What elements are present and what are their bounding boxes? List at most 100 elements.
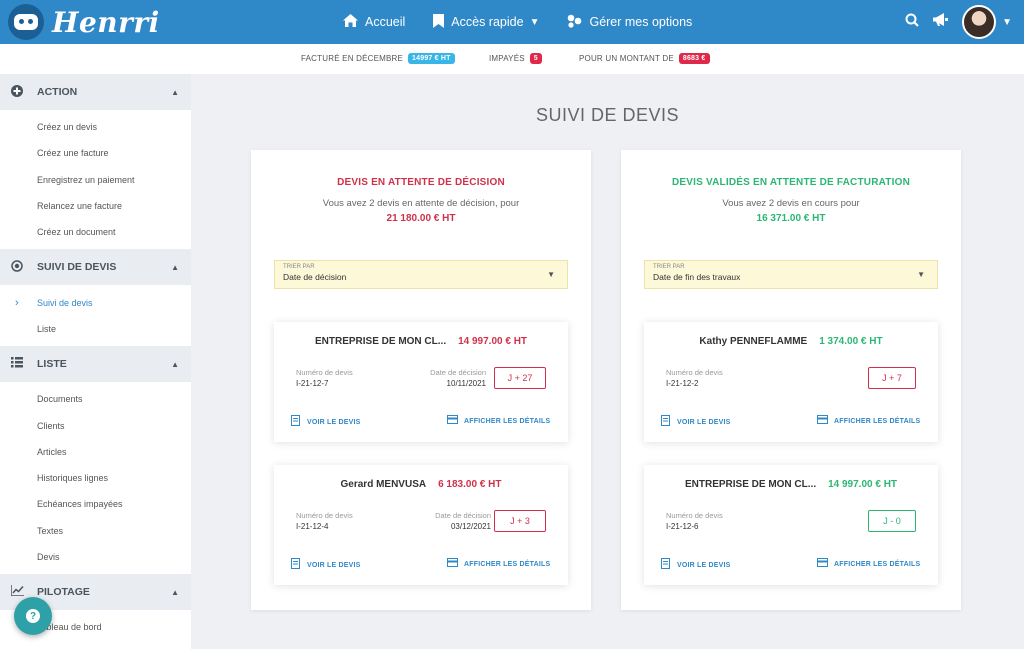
sidebar-item-history-lines[interactable]: Historiques lignes [0, 465, 191, 491]
view-quote-link[interactable]: VOIR LE DEVIS [661, 415, 731, 429]
sidebar-item-create-invoice[interactable]: Créez une facture [0, 140, 191, 166]
nav-home[interactable]: Accueil [343, 14, 405, 30]
show-details-label: AFFICHER LES DÉTAILS [834, 560, 921, 568]
sidebar-item-label: Documents [37, 394, 83, 405]
show-details-link[interactable]: AFFICHER LES DÉTAILS [447, 415, 550, 427]
sidebar-item-dashboard[interactable]: Tableau de bord [0, 614, 191, 640]
panel-amount: 21 180.00 € HT [386, 213, 456, 224]
card-icon [447, 415, 458, 427]
sidebar-section-suivi[interactable]: SUIVI DE DEVIS ▲ [0, 249, 191, 286]
sidebar-section-title: PILOTAGE [37, 586, 90, 599]
view-quote-link[interactable]: VOIR LE DEVIS [291, 415, 361, 429]
card-icon [447, 558, 458, 570]
megaphone-icon[interactable] [933, 13, 949, 31]
sidebar-item-label: Textes [37, 525, 64, 536]
amount-stat: POUR UN MONTANT DE 8683 € [579, 53, 710, 64]
panel-subtitle: Vous avez 2 devis en cours pour [722, 198, 860, 209]
sidebar-item-record-payment[interactable]: Enregistrez un paiement [0, 167, 191, 193]
quote-number: I-21-12-4 [296, 522, 329, 531]
quote-number-label: Numéro de devis [296, 511, 353, 520]
client-name: ENTREPRISE DE MON CL... [684, 479, 817, 490]
quote-number: I-21-12-6 [666, 522, 699, 531]
sidebar-item-label: Créez une facture [37, 148, 109, 159]
robot-logo-icon [8, 4, 44, 40]
decision-date-label: Date de décision [435, 511, 491, 520]
amount-badge: 8683 € [678, 53, 710, 64]
view-quote-label: VOIR LE DEVIS [677, 418, 731, 426]
sidebar-item-label: Articles [37, 446, 67, 457]
panel-title: DEVIS VALIDÉS EN ATTENTE DE FACTURATION [672, 177, 910, 188]
nav-home-label: Accueil [365, 15, 406, 29]
chevron-up-icon: ▲ [171, 359, 179, 369]
sidebar-item-create-quote[interactable]: Créez un devis [0, 114, 191, 140]
client-name: Gerard MENVUSA [340, 479, 427, 490]
chevron-up-icon: ▲ [171, 587, 179, 597]
chevron-down-icon: ▼ [917, 270, 925, 279]
decision-date-label: Date de décision [430, 368, 486, 377]
nav-options[interactable]: Gérer mes options [567, 14, 692, 31]
sidebar-item-texts[interactable]: Textes [0, 518, 191, 544]
sort-label: TRIER PAR [653, 264, 685, 270]
quote-number-label: Numéro de devis [666, 511, 723, 520]
sidebar-item-list[interactable]: Liste [0, 316, 191, 342]
sidebar-item-label: Créez un devis [37, 122, 98, 133]
sidebar-item-label: Relancez une facture [37, 201, 123, 212]
avatar[interactable] [962, 5, 997, 39]
sidebar-item-create-document[interactable]: Créez un document [0, 219, 191, 245]
options-icon [567, 14, 582, 31]
sidebar-item-remind-invoice[interactable]: Relancez une facture [0, 193, 191, 219]
quote-card: ENTREPRISE DE MON CL... 14 997.00 € HT N… [644, 465, 938, 585]
chevron-down-icon: ▼ [529, 16, 540, 28]
question-icon: ? [26, 609, 40, 623]
chevron-down-icon: ▼ [547, 270, 555, 279]
show-details-link[interactable]: AFFICHER LES DÉTAILS [817, 558, 920, 570]
billed-badge: 14997 € HT [408, 53, 455, 64]
bookmark-icon [433, 13, 445, 31]
chevron-down-icon[interactable]: ▼ [1002, 16, 1012, 28]
sidebar-item-label: Tableau de bord [37, 622, 102, 633]
logo[interactable]: Henrri [8, 4, 308, 40]
show-details-label: AFFICHER LES DÉTAILS [834, 417, 921, 425]
sidebar-item-documents[interactable]: Documents [0, 386, 191, 412]
view-quote-link[interactable]: VOIR LE DEVIS [661, 558, 731, 572]
sidebar-item-label: Enregistrez un paiement [37, 174, 135, 185]
nav-quick-access[interactable]: Accès rapide ▼ [433, 13, 540, 31]
view-quote-label: VOIR LE DEVIS [677, 561, 731, 569]
quote-amount: 6 183.00 € HT [438, 479, 502, 490]
quote-amount: 1 374.00 € HT [819, 336, 883, 347]
sidebar-item-quotes[interactable]: Devis [0, 544, 191, 570]
sidebar-item-quote-tracking[interactable]: › Suivi de devis [0, 289, 191, 315]
status-bar: FACTURÉ EN DÉCEMBRE 14997 € HT IMPAYÉS 5… [0, 44, 1024, 74]
sidebar-section-title: ACTION [37, 86, 78, 98]
sidebar-item-articles[interactable]: Articles [0, 439, 191, 465]
sidebar-item-label: Echéances impayées [37, 499, 123, 510]
sort-select[interactable]: TRIER PAR Date de décision ▼ [274, 260, 568, 289]
sidebar-item-unpaid-due[interactable]: Echéances impayées [0, 491, 191, 517]
days-badge: J + 27 [494, 367, 546, 389]
amount-label: POUR UN MONTANT DE [579, 54, 674, 63]
client-name: ENTREPRISE DE MON CL... [314, 336, 447, 347]
sort-select[interactable]: TRIER PAR Date de fin des travaux ▼ [644, 260, 938, 289]
pending-decision-panel: DEVIS EN ATTENTE DE DÉCISION Vous avez 2… [251, 150, 591, 610]
decision-date: 03/12/2021 [450, 522, 491, 531]
billed-stat: FACTURÉ EN DÉCEMBRE 14997 € HT [301, 53, 455, 64]
chart-line-icon [10, 585, 24, 599]
document-icon [661, 415, 671, 429]
sidebar-section-liste[interactable]: LISTE ▲ [0, 346, 191, 383]
sidebar-item-clients[interactable]: Clients [0, 412, 191, 438]
quote-amount: 14 997.00 € HT [828, 479, 898, 490]
sort-label: TRIER PAR [283, 264, 315, 270]
document-icon [291, 558, 301, 572]
unpaid-stat: IMPAYÉS 5 [489, 53, 542, 64]
quote-card: Kathy PENNEFLAMME 1 374.00 € HT Numéro d… [644, 322, 938, 442]
show-details-link[interactable]: AFFICHER LES DÉTAILS [447, 558, 550, 570]
days-badge: J + 3 [494, 510, 546, 532]
view-quote-link[interactable]: VOIR LE DEVIS [291, 558, 361, 572]
search-icon[interactable] [905, 13, 919, 31]
help-button[interactable]: ? [14, 597, 52, 635]
show-details-link[interactable]: AFFICHER LES DÉTAILS [817, 415, 920, 427]
quote-amount: 14 997.00 € HT [458, 336, 528, 347]
quote-card: Gerard MENVUSA 6 183.00 € HT Numéro de d… [274, 465, 568, 585]
card-icon [817, 558, 828, 570]
sidebar-section-action[interactable]: ACTION ▲ [0, 74, 191, 110]
